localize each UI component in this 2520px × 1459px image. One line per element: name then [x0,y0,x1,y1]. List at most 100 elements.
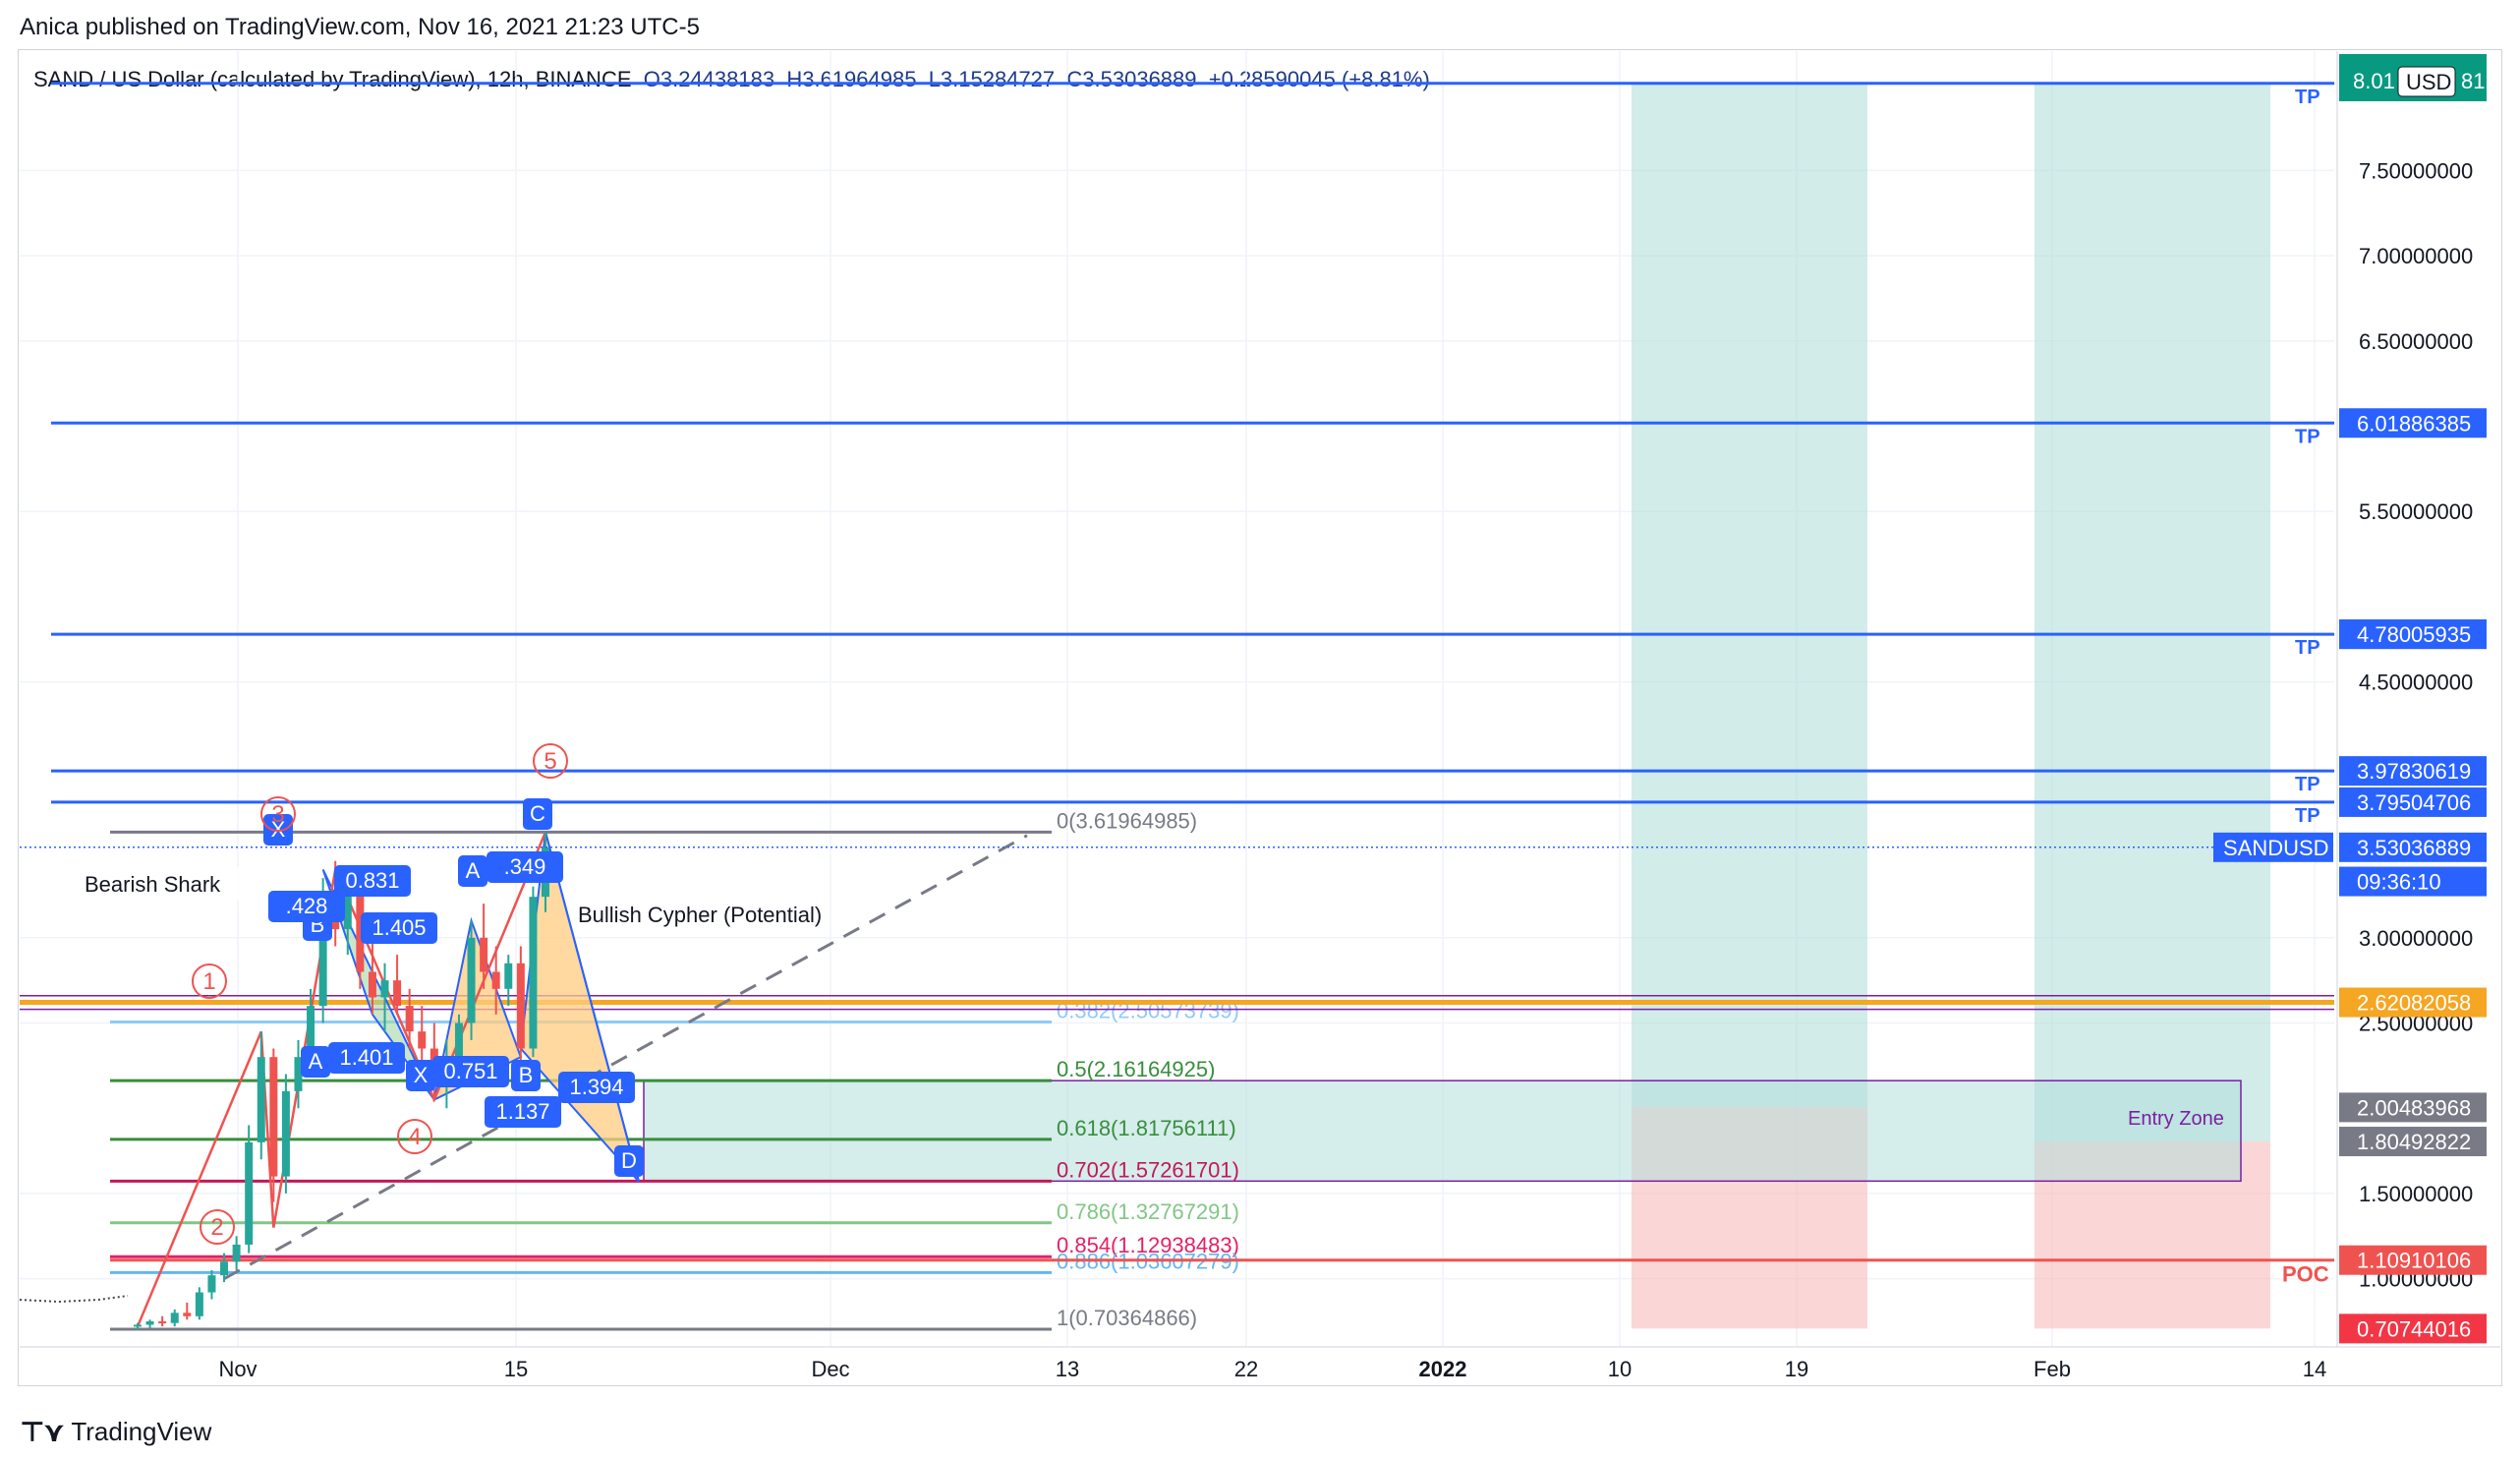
ratio-tag-bg [485,1096,561,1128]
cypher-leg-cd [544,832,640,1183]
price-label-bg [2339,619,2487,650]
candle-body [393,980,402,1007]
candle-body [145,1320,154,1325]
fib-level-label: 0.618(1.81756111) [1057,1116,1236,1140]
candle-body [207,1275,216,1293]
candle-body [368,971,376,998]
legend-high: H3.61964985 [786,67,917,91]
wave-number: 4 [408,1124,421,1150]
wave-number: 1 [202,968,215,995]
pattern-point-d: D [621,1148,637,1173]
ratio-tag-bg [432,1056,509,1087]
wave-number: 5 [544,748,556,775]
price-label-text: 1.10910106 [2357,1249,2471,1273]
price-label-bg [2339,756,2487,787]
tp-label: TP [2295,637,2320,659]
ratio-tag-bg [334,865,411,897]
price-axis[interactable]: 7.50000000 7.00000000 6.50000000 5.50000000… [2213,51,2487,1347]
pattern-point-a-bg [301,1046,330,1078]
candle-body [220,1261,229,1276]
legend-close: C3.53036889 [1066,67,1197,91]
brand-name: TradingView [71,1417,212,1446]
bullish-cypher-label: Bullish Cypher (Potential) [578,903,822,927]
candle-body [195,1292,203,1316]
pattern-point-x: X [414,1063,429,1087]
candle-body [356,886,365,972]
time-tick-label: 15 [504,1357,528,1381]
currency-badge-bg [2397,66,2456,97]
tp-lines: TP TP TP TP TP [20,82,2334,848]
tp-label: TP [2295,87,2320,108]
symbol-title[interactable]: SAND / US Dollar (calculated by TradingV… [33,67,632,91]
target-zone [1632,83,1867,1108]
wave-circle [200,1209,235,1245]
candle-body [418,1031,427,1049]
ratio-tag: 1.401 [339,1045,393,1070]
entry-zone-box [643,1080,2242,1183]
target-zone [2034,83,2270,1142]
candle-body [170,1313,179,1323]
fib-level-label: 0.702(1.57261701) [1057,1157,1239,1182]
ratio-tag: 1.394 [569,1075,623,1099]
currency-badge: USD [2406,70,2451,94]
price-label-text: 3.53036889 [2357,836,2471,860]
ratio-tag-bg [268,891,345,922]
price-label-text: 0.70744016 [2357,1316,2471,1341]
pattern-point-d-bg [614,1145,644,1177]
time-tick-label: 10 [1608,1357,1632,1381]
price-label-text: 1.80492822 [2357,1130,2471,1154]
ratio-tag: .349 [504,854,546,879]
price-tick-label: 6.50000000 [2359,329,2473,354]
price-label-bg [2339,832,2487,862]
price-label-text: 09:36:10 [2357,870,2441,895]
candle-body [467,937,476,1023]
candle-body [491,971,500,989]
price-tick-label: 1.50000000 [2359,1182,2473,1206]
ratio-tag-bg [361,912,437,944]
target-zones [643,83,2270,1329]
candle-body [318,904,327,1007]
price-label-bg [2339,987,2487,1018]
candle-body [134,1324,142,1327]
symbol-legend: SAND / US Dollar (calculated by TradingV… [33,67,1430,92]
price-tick-label: 7.50000000 [2359,158,2473,183]
candle-body [183,1313,192,1316]
time-tick-label: 19 [1785,1357,1808,1381]
tradingview-brand[interactable]: ⊤⋎ TradingView [20,1416,211,1448]
price-label-bg [2339,1245,2487,1275]
pattern-point-a: A [309,1049,323,1074]
ratio-tag-bg [487,851,563,883]
wave-circle [533,743,568,779]
candle-body [294,1057,303,1091]
candle-body [307,1006,315,1058]
tp-label: TP [2295,774,2320,795]
price-tick-label: 4.50000000 [2359,671,2473,695]
candle-body [232,1244,241,1262]
fib-level-label: 0.5(2.16164925) [1057,1057,1215,1081]
wave-circle [192,963,227,999]
candle-body [504,963,513,989]
candle-body [454,1022,463,1058]
fib-level-label: 0(3.61964985) [1057,808,1197,833]
top-price-label-text: 8.01 [2353,69,2395,93]
pattern-point-x-bg [406,1060,435,1091]
fib-retracement: 0(3.61964985)0.382(2.50573739)0.5(2.1616… [20,808,2334,1331]
candle-body [158,1320,167,1323]
price-label-text: 6.01886385 [2357,411,2471,436]
fib-level-label: 0.854(1.12938483) [1057,1233,1239,1257]
price-label-text: 2.62082058 [2357,991,2471,1016]
wave-circle [260,796,296,832]
ratio-tag: .428 [286,894,328,918]
time-tick-label: Nov [218,1357,257,1381]
price-label-bg [2339,1127,2487,1157]
candle-body [516,963,525,1049]
bearish-shark-bg [77,867,244,901]
time-tick-label: Feb [2033,1357,2071,1381]
time-tick-label: 2022 [1419,1357,1467,1381]
price-label-bg [2339,787,2487,817]
time-axis[interactable]: Nov 15 Dec 13 22 2022 10 19 Feb 14 [20,1346,2500,1381]
time-tick-label: 13 [1056,1357,1079,1381]
pattern-point-b: B [519,1063,534,1087]
chart-frame [18,49,2502,1386]
